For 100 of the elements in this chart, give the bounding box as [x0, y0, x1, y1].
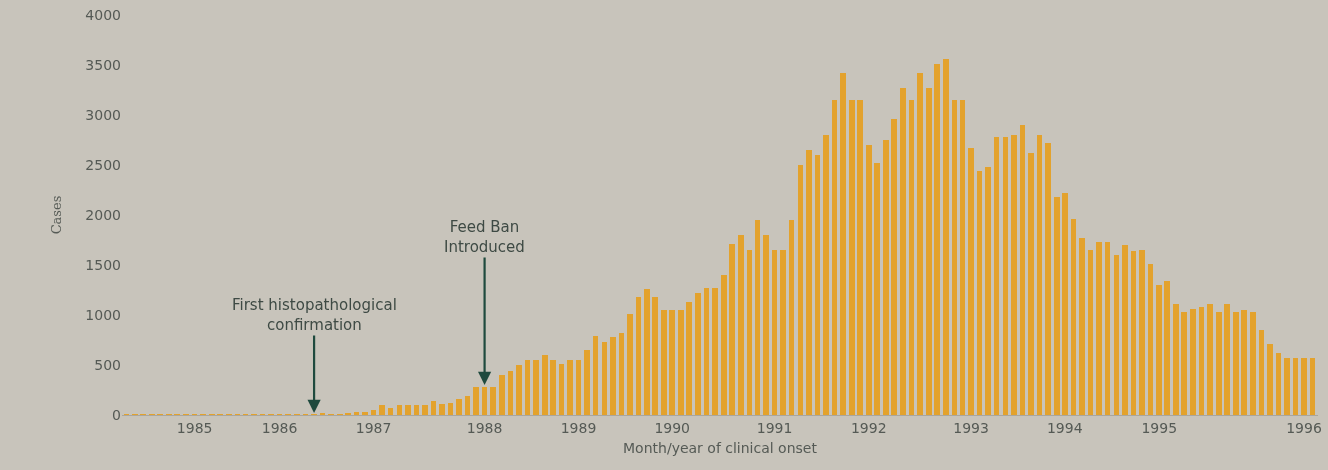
bar	[1045, 143, 1051, 415]
bar	[747, 250, 752, 415]
bar	[1173, 304, 1179, 415]
bar	[772, 250, 777, 415]
bar	[823, 135, 829, 415]
bar	[1096, 242, 1102, 415]
x-tick-label: 1989	[560, 419, 597, 436]
bar	[977, 171, 982, 415]
bar	[1216, 312, 1222, 415]
bar	[832, 100, 837, 415]
x-tick-label: 1994	[1046, 419, 1083, 436]
bar	[439, 404, 445, 415]
y-axis-title: Cases	[49, 195, 65, 235]
bar	[1310, 358, 1315, 415]
bar	[567, 360, 573, 415]
x-tick-label: 1992	[850, 419, 887, 436]
bar	[1011, 135, 1017, 415]
bar	[619, 333, 624, 415]
bar	[738, 235, 744, 415]
bar	[1105, 242, 1110, 415]
bar	[1020, 125, 1025, 415]
bar	[1199, 307, 1204, 415]
bar	[473, 387, 479, 415]
bar	[465, 396, 470, 415]
bar	[516, 365, 522, 415]
bar	[712, 288, 718, 415]
y-tick-label: 1000	[85, 306, 121, 323]
bar	[985, 167, 991, 415]
bar	[610, 337, 616, 415]
bar	[1148, 264, 1153, 415]
y-tick-label: 4000	[85, 6, 121, 23]
bar	[1114, 255, 1119, 415]
bar	[815, 155, 820, 415]
bar	[593, 336, 598, 415]
bar	[1028, 153, 1034, 415]
bar	[1181, 312, 1187, 415]
bar	[1241, 310, 1247, 415]
bar	[1207, 304, 1213, 415]
y-tick-label: 1500	[85, 256, 121, 273]
bar	[1071, 219, 1076, 415]
bar	[499, 375, 505, 415]
bar	[763, 235, 769, 415]
bar	[584, 350, 590, 415]
bar	[602, 342, 607, 415]
y-tick-label: 3000	[85, 106, 121, 123]
bar	[1293, 358, 1298, 415]
bar	[934, 64, 940, 415]
bar	[840, 73, 846, 415]
bar	[678, 310, 684, 415]
bar	[1062, 193, 1068, 415]
bar	[1267, 344, 1273, 415]
y-tick-label: 2500	[85, 156, 121, 173]
annotation: Feed Ban Introduced	[444, 218, 525, 256]
bar	[1156, 285, 1162, 415]
bar	[559, 364, 564, 415]
bar	[576, 360, 581, 415]
bar	[883, 140, 889, 415]
x-tick-label: 1996	[1286, 419, 1322, 436]
bar	[627, 314, 633, 415]
bar	[960, 100, 965, 415]
bar	[354, 412, 359, 415]
bar	[695, 293, 701, 415]
bar	[508, 371, 513, 415]
bar	[1301, 358, 1307, 415]
x-tick-label: 1991	[756, 419, 793, 436]
bar	[542, 355, 548, 415]
bar	[686, 302, 692, 415]
y-tick-label: 0	[112, 406, 121, 423]
y-tick-label: 2000	[85, 206, 121, 223]
bar	[1037, 135, 1042, 415]
bar	[968, 148, 974, 415]
x-tick-label: 1990	[654, 419, 691, 436]
bar	[1003, 137, 1008, 415]
bar	[729, 244, 735, 415]
bar	[661, 310, 667, 415]
bar	[448, 403, 453, 415]
bar	[1276, 353, 1281, 415]
bar	[1164, 281, 1170, 415]
bar	[952, 100, 957, 415]
bar	[456, 399, 462, 415]
y-tick-label: 3500	[85, 56, 121, 73]
bar	[550, 360, 556, 415]
bar	[414, 405, 419, 415]
bar	[857, 100, 863, 415]
bar	[994, 137, 999, 415]
bar	[806, 150, 812, 415]
bar	[636, 297, 641, 415]
bar	[1088, 250, 1093, 415]
bar	[1139, 250, 1145, 415]
bar	[422, 405, 428, 415]
bar	[1233, 312, 1239, 415]
bar	[405, 405, 411, 415]
bar	[704, 288, 709, 415]
bar	[866, 145, 872, 415]
x-tick-label: 1985	[176, 419, 213, 436]
bar	[721, 275, 727, 415]
x-tick-label: 1995	[1141, 419, 1178, 436]
x-tick-label: 1988	[466, 419, 503, 436]
bar	[943, 59, 949, 415]
bar	[780, 250, 786, 415]
